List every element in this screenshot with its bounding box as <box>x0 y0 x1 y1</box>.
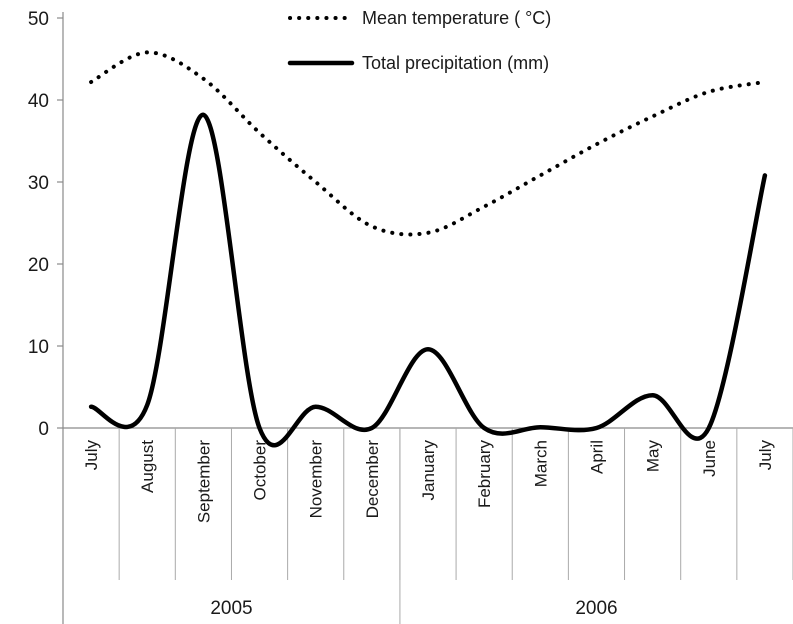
category-label: August <box>138 440 157 493</box>
legend-item-precipitation-label: Total precipitation (mm) <box>362 53 549 73</box>
axes <box>62 12 793 624</box>
y-tick-label: 10 <box>28 337 49 358</box>
y-tick-label: 20 <box>28 255 49 276</box>
y-tick-label: 30 <box>28 173 49 194</box>
year-labels: 2005 2006 <box>210 598 617 619</box>
y-tick-label: 0 <box>38 419 49 440</box>
temperature-point <box>763 80 766 83</box>
series-lines <box>88 50 768 448</box>
category-label: January <box>419 440 438 501</box>
category-labels: July August September October November Decemb… <box>82 440 775 524</box>
category-label: October <box>251 440 270 501</box>
category-label: February <box>475 440 494 509</box>
temperature-point <box>370 225 373 228</box>
category-grid <box>118 428 793 624</box>
category-label: March <box>531 440 550 487</box>
category-label: November <box>307 440 326 519</box>
temperature-line <box>89 50 767 237</box>
temperature-point <box>258 131 261 134</box>
legend: Mean temperature ( °C) Total precipitatio… <box>287 8 551 73</box>
category-label: July <box>756 440 775 471</box>
precipitation-line <box>88 112 768 448</box>
legend-item-temperature-label: Mean temperature ( °C) <box>362 8 551 28</box>
category-label: July <box>82 440 101 471</box>
year-label: 2005 <box>210 598 252 619</box>
category-label: May <box>644 440 663 473</box>
category-label: June <box>700 440 719 477</box>
temperature-point <box>707 90 710 93</box>
y-tick-label: 50 <box>28 9 49 30</box>
y-axis-ticks: 0 10 20 30 40 50 <box>28 9 63 440</box>
year-label: 2006 <box>575 598 617 619</box>
category-label: December <box>363 440 382 519</box>
y-tick-label: 40 <box>28 91 49 112</box>
category-label: April <box>587 440 606 474</box>
category-label: September <box>194 440 213 523</box>
